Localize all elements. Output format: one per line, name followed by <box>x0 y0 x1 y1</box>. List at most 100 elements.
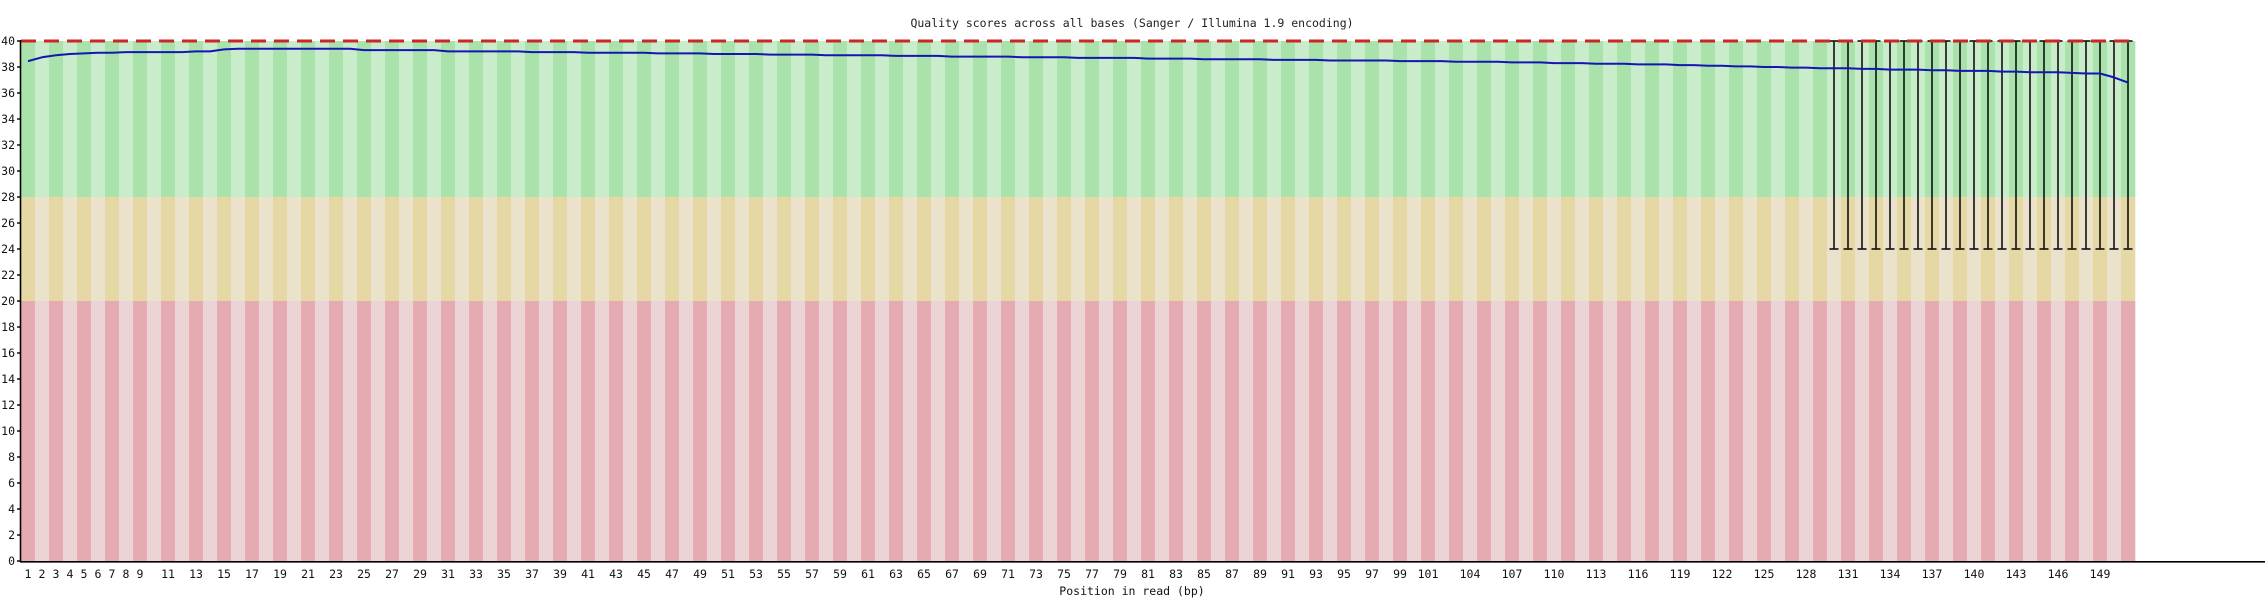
x-tick-label: 65 <box>917 567 931 581</box>
x-tick-label: 43 <box>609 567 623 581</box>
x-tick-label: 89 <box>1253 567 1267 581</box>
y-tick-label: 0 <box>8 554 15 568</box>
y-tick-label: 6 <box>8 476 15 490</box>
x-tick-label: 87 <box>1225 567 1239 581</box>
x-tick-label: 27 <box>385 567 399 581</box>
x-tick-label: 55 <box>777 567 791 581</box>
x-tick-label: 33 <box>469 567 483 581</box>
x-tick-label: 131 <box>1838 567 1859 581</box>
x-tick-label: 49 <box>693 567 707 581</box>
y-tick-label: 30 <box>1 164 15 178</box>
x-tick-label: 31 <box>441 567 455 581</box>
x-tick-label: 67 <box>945 567 959 581</box>
chart-title: Quality scores across all bases (Sanger … <box>910 16 1353 30</box>
x-tick-label: 119 <box>1670 567 1691 581</box>
y-tick-label: 38 <box>1 60 15 74</box>
x-tick-label: 71 <box>1001 567 1015 581</box>
x-tick-label: 140 <box>1964 567 1985 581</box>
x-tick-label: 4 <box>67 567 74 581</box>
x-tick-label: 29 <box>413 567 427 581</box>
x-tick-label: 77 <box>1085 567 1099 581</box>
x-tick-label: 7 <box>109 567 116 581</box>
x-tick-label: 91 <box>1281 567 1295 581</box>
x-tick-label: 95 <box>1337 567 1351 581</box>
y-tick-label: 24 <box>1 242 15 256</box>
y-tick-label: 4 <box>8 502 15 516</box>
mean-quality-line <box>27 47 2129 84</box>
x-axis-ticks: 1 2 3 4 5 6 7 8 9 11 13 15 17 19 21 23 25 27 29 31 33 35 37 39 4… <box>25 567 2111 581</box>
x-tick-label: 8 <box>123 567 130 581</box>
x-tick-label: 41 <box>581 567 595 581</box>
x-tick-label: 93 <box>1309 567 1323 581</box>
y-tick-label: 20 <box>1 294 15 308</box>
x-tick-label: 25 <box>357 567 371 581</box>
y-tick-label: 26 <box>1 216 15 230</box>
x-tick-label: 122 <box>1712 567 1733 581</box>
x-tick-label: 137 <box>1922 567 1943 581</box>
x-tick-label: 3 <box>53 567 60 581</box>
x-tick-label: 2 <box>39 567 46 581</box>
x-tick-label: 35 <box>497 567 511 581</box>
x-tick-label: 97 <box>1365 567 1379 581</box>
x-tick-label: 134 <box>1880 567 1901 581</box>
x-tick-label: 6 <box>95 567 102 581</box>
x-tick-label: 149 <box>2090 567 2111 581</box>
x-tick-label: 23 <box>329 567 343 581</box>
x-axis-title: Position in read (bp) <box>1059 584 1204 598</box>
x-tick-label: 39 <box>553 567 567 581</box>
y-tick-label: 2 <box>8 528 15 542</box>
y-tick-label: 34 <box>1 112 15 126</box>
x-tick-label: 143 <box>2006 567 2027 581</box>
x-tick-label: 73 <box>1029 567 1043 581</box>
x-tick-label: 81 <box>1141 567 1155 581</box>
x-tick-label: 75 <box>1057 567 1071 581</box>
y-tick-label: 28 <box>1 190 15 204</box>
quality-zones <box>21 41 2136 561</box>
x-tick-label: 13 <box>189 567 203 581</box>
x-tick-label: 146 <box>2048 567 2069 581</box>
x-tick-label: 116 <box>1628 567 1649 581</box>
x-tick-label: 125 <box>1754 567 1775 581</box>
x-tick-label: 101 <box>1418 567 1439 581</box>
x-tick-label: 79 <box>1113 567 1127 581</box>
y-tick-label: 32 <box>1 138 15 152</box>
x-tick-label: 104 <box>1460 567 1481 581</box>
x-tick-label: 113 <box>1586 567 1607 581</box>
x-tick-label: 85 <box>1197 567 1211 581</box>
x-tick-label: 69 <box>973 567 987 581</box>
y-tick-label: 22 <box>1 268 15 282</box>
x-tick-label: 5 <box>81 567 88 581</box>
error-bars <box>1829 40 2133 250</box>
y-tick-label: 14 <box>1 372 15 386</box>
x-tick-label: 9 <box>137 567 144 581</box>
x-tick-label: 99 <box>1393 567 1407 581</box>
x-tick-label: 47 <box>665 567 679 581</box>
x-tick-label: 128 <box>1796 567 1817 581</box>
y-tick-label: 18 <box>1 320 15 334</box>
x-tick-label: 15 <box>217 567 231 581</box>
x-tick-label: 21 <box>301 567 315 581</box>
x-tick-label: 19 <box>273 567 287 581</box>
y-tick-label: 16 <box>1 346 15 360</box>
x-tick-label: 110 <box>1544 567 1565 581</box>
x-tick-label: 61 <box>861 567 875 581</box>
y-tick-label: 8 <box>8 450 15 464</box>
y-tick-label: 40 <box>1 34 15 48</box>
y-tick-label: 12 <box>1 398 15 412</box>
y-tick-label: 10 <box>1 424 15 438</box>
x-tick-label: 1 <box>25 567 32 581</box>
x-tick-label: 107 <box>1502 567 1523 581</box>
x-tick-label: 53 <box>749 567 763 581</box>
x-tick-label: 17 <box>245 567 259 581</box>
x-tick-label: 59 <box>833 567 847 581</box>
y-tick-label: 36 <box>1 86 15 100</box>
x-tick-label: 37 <box>525 567 539 581</box>
x-tick-label: 63 <box>889 567 903 581</box>
x-tick-label: 11 <box>161 567 175 581</box>
x-tick-label: 51 <box>721 567 735 581</box>
x-tick-label: 57 <box>805 567 819 581</box>
x-tick-label: 83 <box>1169 567 1183 581</box>
